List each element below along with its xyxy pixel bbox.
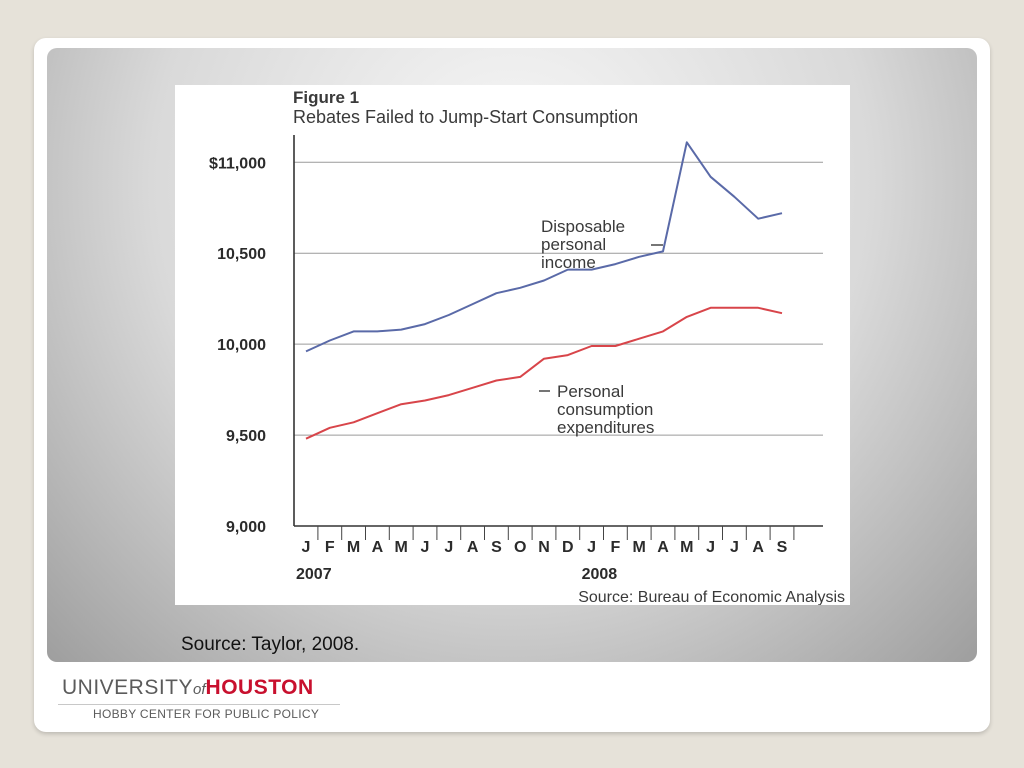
label-consumption-line: Personal [557, 382, 624, 401]
x-tick-label: S [491, 539, 502, 556]
x-tick-label: O [514, 539, 526, 556]
label-consumption-line: consumption [557, 400, 653, 419]
figure-image: Figure 1 Rebates Failed to Jump-Start Co… [175, 85, 850, 605]
chart-source: Source: Bureau of Economic Analysis [578, 589, 845, 605]
x-tick-label: J [421, 539, 430, 556]
series-lines [305, 141, 783, 440]
x-tick-label: A [467, 539, 479, 556]
slide-caption: Source: Taylor, 2008. [181, 634, 360, 655]
series-line-disposable-income [305, 141, 783, 353]
x-tick-label: J [444, 539, 453, 556]
label-consumption-line: expenditures [557, 418, 654, 437]
x-tick-label: S [777, 539, 788, 556]
label-disposable-income-line: personal [541, 235, 606, 254]
y-tick-label-9000: 9,000 [226, 519, 266, 536]
x-tick-label: J [302, 539, 311, 556]
x-tick-label: F [325, 539, 335, 556]
x-tick-label: J [706, 539, 715, 556]
y-tick-label-10500: 10,500 [217, 246, 266, 263]
chart-title: Rebates Failed to Jump-Start Consumption [293, 107, 638, 127]
logo-of: of [193, 681, 206, 698]
label-disposable-income-line: Disposable [541, 217, 625, 236]
x-tick-label: J [587, 539, 596, 556]
year-label-2008: 2008 [582, 566, 618, 583]
logo-houston: HOUSTON [205, 676, 314, 699]
gridlines [294, 161, 823, 436]
x-tick-label: A [657, 539, 669, 556]
figure-label: Figure 1 [293, 88, 359, 107]
x-tick-label: D [562, 539, 574, 556]
axes [293, 135, 823, 527]
logo-divider [58, 704, 340, 705]
y-axis-ticks: 9,000 9,500 10,000 10,500 $11,000 [209, 155, 266, 536]
x-tick-label: M [633, 539, 646, 556]
x-tick-label: A [372, 539, 384, 556]
line-chart: Figure 1 Rebates Failed to Jump-Start Co… [209, 88, 845, 605]
x-tick-label: F [611, 539, 621, 556]
x-tick-label: N [538, 539, 550, 556]
x-tick-label: M [680, 539, 693, 556]
y-tick-label-9500: 9,500 [226, 428, 266, 445]
logo-university: UNIVERSITY [62, 676, 194, 699]
series-line-consumption [305, 306, 783, 440]
year-label-2007: 2007 [296, 566, 332, 583]
x-tick-label: M [395, 539, 408, 556]
logo-subtitle: HOBBY CENTER FOR PUBLIC POLICY [93, 707, 320, 721]
university-logo: UNIVERSITYofHOUSTON [62, 676, 314, 700]
x-tick-label: M [347, 539, 360, 556]
y-tick-label-10000: 10,000 [217, 337, 266, 354]
y-tick-label-11000: $11,000 [209, 155, 266, 172]
label-disposable-income-line: income [541, 253, 596, 272]
x-tick-label: J [730, 539, 739, 556]
x-tick-label: A [752, 539, 764, 556]
